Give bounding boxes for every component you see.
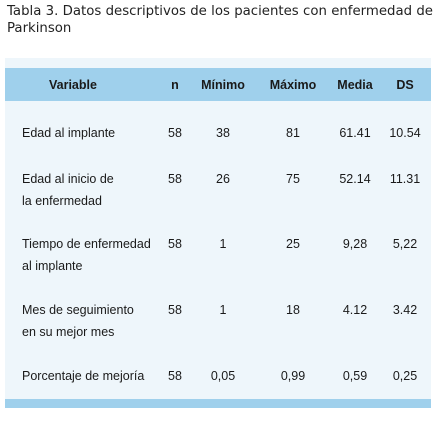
- cell-media: 9,28: [342, 237, 368, 251]
- cell-n: 58: [168, 126, 182, 140]
- header-media: Media: [337, 78, 373, 92]
- header-max: Máximo: [269, 78, 317, 92]
- cell-min: 1: [219, 237, 227, 251]
- header-ds: DS: [396, 78, 414, 92]
- cell-n: 58: [168, 303, 182, 317]
- cell-media: 52.14: [339, 172, 371, 186]
- table-caption: Tabla 3. Datos descriptivos de los pacie…: [7, 4, 433, 36]
- row-label: Tiempo de enfermedad: [22, 237, 151, 251]
- row-label-line2: la enfermedad: [22, 194, 102, 208]
- row-label-line2: al implante: [22, 259, 83, 273]
- cell-media: 61.41: [339, 126, 371, 140]
- cell-max: 25: [286, 237, 300, 251]
- cell-n: 58: [168, 369, 182, 383]
- cell-min: 1: [219, 303, 227, 317]
- row-label: Edad al inicio de: [22, 172, 114, 186]
- cell-ds: 10.54: [389, 126, 421, 140]
- row-label: Edad al implante: [22, 126, 116, 140]
- descriptive-table: Variable n Mínimo Máximo Media DS Edad a…: [5, 58, 431, 408]
- cell-min: 0,05: [210, 369, 236, 383]
- header-bar: [5, 68, 431, 101]
- cell-ds: 0,25: [392, 369, 418, 383]
- cell-ds: 11.31: [389, 172, 421, 186]
- cell-media: 0,59: [342, 369, 368, 383]
- cell-media: 4.12: [342, 303, 368, 317]
- row-label: Porcentaje de mejoría: [22, 369, 145, 383]
- cell-n: 58: [168, 172, 182, 186]
- header-variable: Variable: [49, 78, 97, 92]
- cell-max: 0,99: [280, 369, 306, 383]
- header-min: Mínimo: [201, 78, 245, 92]
- cell-ds: 5,22: [392, 237, 418, 251]
- cell-min: 26: [216, 172, 230, 186]
- cell-max: 75: [286, 172, 300, 186]
- row-label: Mes de seguimiento: [22, 303, 134, 317]
- row-label-line2: en su mejor mes: [22, 325, 115, 339]
- cell-ds: 3.42: [392, 303, 418, 317]
- cell-n: 58: [168, 237, 182, 251]
- footer-bar: [5, 399, 431, 408]
- cell-min: 38: [216, 126, 230, 140]
- header-n: n: [171, 78, 179, 92]
- cell-max: 81: [286, 126, 300, 140]
- cell-max: 18: [286, 303, 300, 317]
